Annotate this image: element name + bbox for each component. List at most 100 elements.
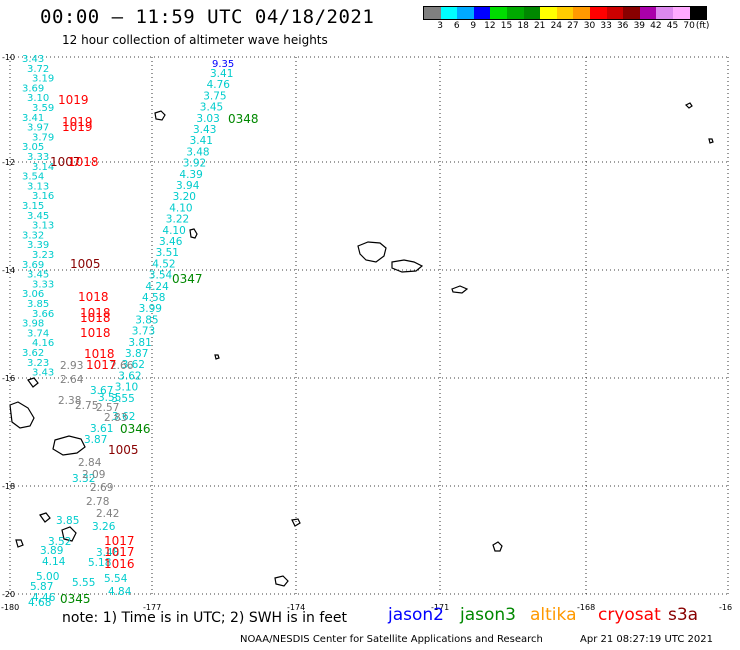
track-label: 1019 — [62, 115, 93, 129]
colorbar-swatch — [506, 7, 524, 19]
track-label: 4.68 — [28, 597, 51, 609]
track-label: 3.87 — [84, 434, 107, 446]
track-label: 3.66 — [32, 309, 54, 320]
lon-tick-label: -174 — [287, 603, 305, 612]
track-label: 1017 — [86, 358, 117, 372]
track-label: 3.45 — [27, 211, 49, 222]
colorbar-swatch — [556, 7, 574, 19]
fiji-cluster-4 — [39, 512, 51, 523]
track-label: 3.43 — [32, 368, 54, 379]
track-label: 4.76 — [207, 79, 231, 91]
lat-tick-label: -18 — [2, 482, 15, 491]
track-label: 2.69 — [90, 482, 113, 494]
track-label: 3.67 — [90, 385, 113, 397]
colorbar-swatch — [523, 7, 541, 19]
legend-item-cryosat: cryosat — [598, 605, 661, 625]
track-label: 3.87 — [125, 348, 148, 360]
track-label: 3.33 — [32, 279, 54, 290]
axis-labels: -10 -12 -14 -16 -18 -20 -180 -177 -174 -171 -168 -1… — [1, 53, 732, 612]
island-small-1 — [154, 110, 166, 121]
track-label: 3.94 — [176, 180, 200, 192]
track-label: 3.10 — [115, 382, 138, 394]
fiji-cluster-3 — [27, 377, 39, 388]
colorbar-swatch — [457, 7, 474, 19]
lon-tick-label: -168 — [577, 603, 595, 612]
colorbar-tick-label: 9 — [470, 21, 477, 31]
track-label: 2.66 — [110, 360, 134, 372]
track-label: 1018 — [80, 306, 111, 320]
track-label: 3.54 — [22, 172, 44, 183]
track-label: 1016 — [104, 557, 135, 571]
track-label: 2.38 — [58, 395, 81, 407]
colorbar-tick-label: 21 — [533, 21, 546, 31]
fiji-cluster-6 — [15, 539, 24, 548]
track-label: 4.10 — [169, 202, 192, 214]
track-label: 3.14 — [32, 162, 54, 173]
track-label: 3.72 — [27, 64, 49, 75]
track-label: 3.26 — [92, 521, 116, 533]
track-label: 3.32 — [72, 473, 95, 485]
note-text: note: 1) Time is in UTC; 2) SWH is in fe… — [62, 610, 348, 626]
track-label: 4.10 — [162, 225, 185, 237]
track-label: 3.79 — [32, 132, 54, 143]
colorbar-swatch — [606, 7, 624, 19]
island-small-8 — [274, 575, 289, 587]
track-label: 0346 — [120, 422, 151, 436]
track-label: 9.35 — [212, 59, 234, 70]
colorbar-labels: 3 6 9 12 15 18 21 24 27 30 33 36 39 42 45 70 (ft) — [423, 21, 727, 35]
colorbar-tick-label: 3 — [437, 21, 443, 31]
lat-tick-label: -10 — [2, 53, 15, 62]
track-label: 3.59 — [32, 103, 54, 114]
track-label: 1018 — [68, 155, 99, 169]
track-label: 2.93 — [60, 360, 83, 372]
track-label: 2.09 — [82, 469, 105, 481]
colorbar-tick-label: 24 — [550, 21, 563, 31]
track-label: 3.55 — [111, 393, 134, 405]
track-label: 5.87 — [30, 581, 53, 593]
legend-item-s3a: s3a — [668, 605, 699, 625]
track-label: 1019 — [58, 93, 89, 107]
altimeter-tracks: 9.353.414.763.753.453.033.433.413.483.92… — [22, 54, 259, 609]
track-label: 3.39 — [27, 240, 49, 251]
lat-tick-label: -14 — [2, 266, 15, 275]
legend-item-altika: altika — [530, 605, 577, 625]
track-label: 3.23 — [27, 358, 49, 369]
track-label: 4.52 — [152, 258, 175, 270]
legend-item-jason2: jason2 — [388, 605, 444, 625]
track-label: 3.43 — [22, 54, 44, 65]
lat-tick-label: -20 — [2, 590, 15, 599]
track-label: 4.24 — [145, 281, 169, 293]
colorbar-unit: (ft) — [695, 21, 710, 31]
island-samoa-west — [357, 241, 387, 263]
colorbar-swatch — [639, 7, 657, 19]
track-label: 1005 — [108, 443, 139, 457]
track-label: 3.75 — [203, 90, 226, 102]
track-label: 1019 — [62, 120, 93, 134]
track-label: 3.43 — [193, 124, 216, 136]
track-label: 4.14 — [42, 556, 66, 568]
track-label: 3.16 — [32, 191, 54, 202]
track-label: 5.55 — [72, 577, 95, 589]
timestamp-text: Apr 21 08:27:19 UTC 2021 — [580, 634, 713, 645]
colorbar-tick-label: 45 — [666, 21, 679, 31]
colorbar-tick-label: 33 — [600, 21, 612, 31]
credit-text: NOAA/NESDIS Center for Satellite Applica… — [240, 634, 543, 645]
track-label: 3.13 — [32, 221, 54, 232]
colorbar-tick-label: 30 — [583, 21, 596, 31]
lon-tick-label: -16 — [719, 603, 732, 612]
track-label: 4.16 — [32, 338, 54, 349]
track-label: 3.89 — [40, 545, 63, 557]
track-label: 4.84 — [108, 586, 132, 598]
track-label: 3.48 — [186, 146, 209, 158]
track-label: 3.62 — [112, 411, 135, 423]
colorbar-tick-label: 15 — [500, 21, 513, 31]
track-label: 1017 — [104, 545, 135, 559]
island-small-6 — [492, 541, 503, 552]
track-label: 2.57 — [96, 402, 119, 414]
track-label: 2.64 — [60, 374, 84, 386]
track-label: 3.97 — [27, 123, 49, 134]
island-small-5 — [708, 138, 714, 144]
colorbar-tick-label: 36 — [616, 21, 629, 31]
track-label: 2.42 — [96, 508, 119, 520]
